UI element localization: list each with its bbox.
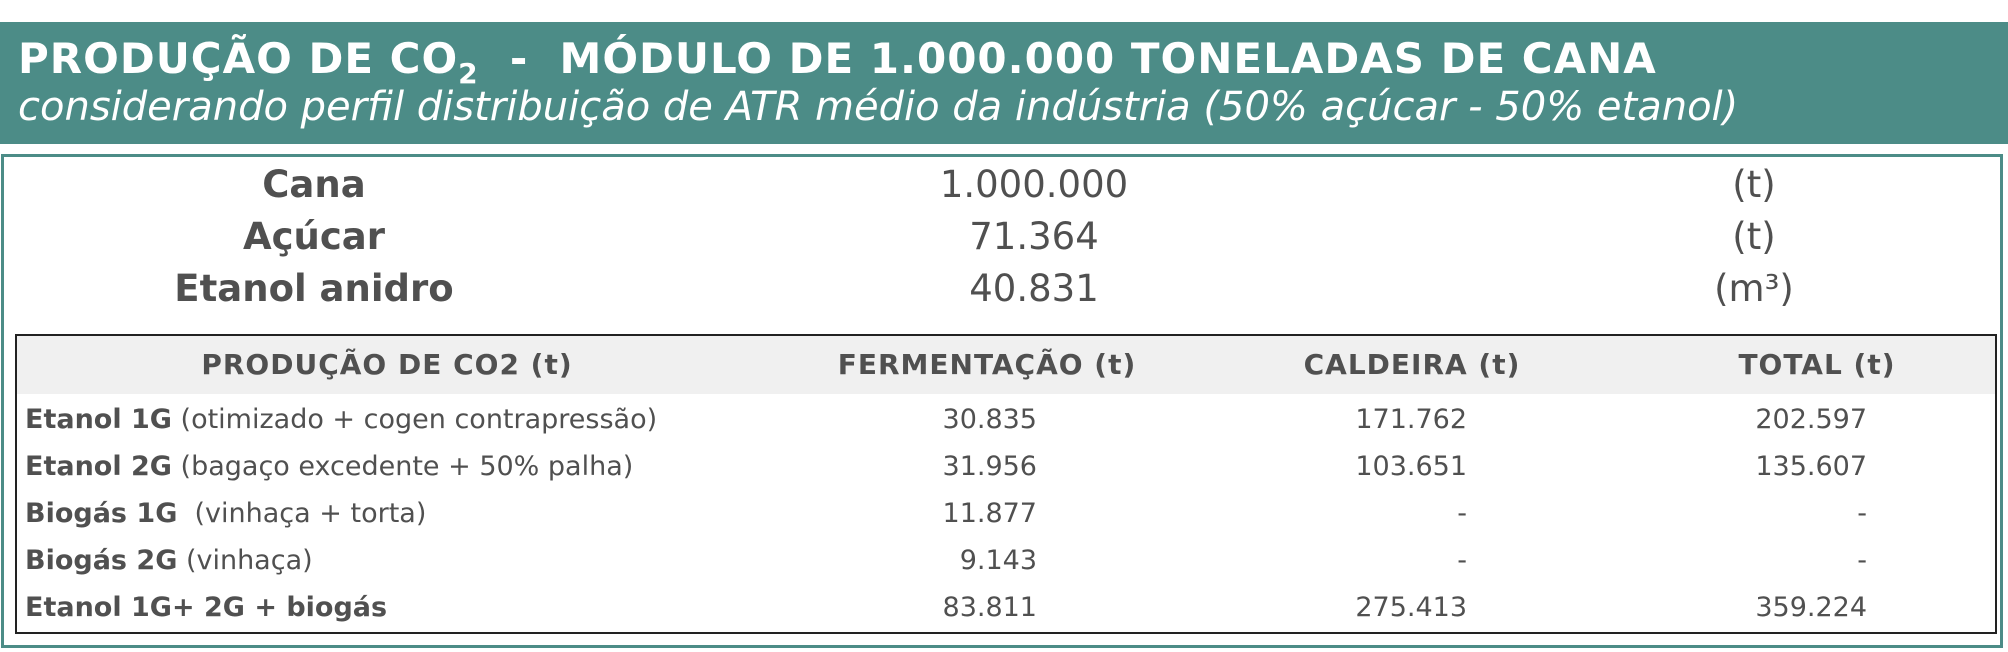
cell-fermentacao: 30.835 xyxy=(942,404,1037,435)
row-name: Etanol 1G (otimizado + cogen contrapress… xyxy=(25,404,657,435)
co2-table: PRODUÇÃO DE CO2 (t) FERMENTAÇÃO (t) CALD… xyxy=(15,334,1997,634)
summary-row-acucar: Açúcar 71.364 (t) xyxy=(4,215,2004,267)
cell-caldeira: 275.413 xyxy=(1355,592,1467,623)
row-name: Etanol 1G+ 2G + biogás xyxy=(25,592,387,623)
header-producao: PRODUÇÃO DE CO2 (t) xyxy=(201,348,573,381)
row-name-bold: Biogás 2G xyxy=(25,545,178,576)
summary-label: Etanol anidro xyxy=(174,267,454,310)
table-row: Etanol 2G (bagaço excedente + 50% palha)… xyxy=(17,445,1995,492)
summary-value: 40.831 xyxy=(969,267,1099,310)
cell-caldeira: 171.762 xyxy=(1355,404,1467,435)
header-total: TOTAL (t) xyxy=(1738,348,1896,381)
table-row-total: Etanol 1G+ 2G + biogás 83.811 275.413 35… xyxy=(17,586,1995,633)
row-name-bold: Etanol 2G xyxy=(25,451,172,482)
summary-unit: (t) xyxy=(1732,163,1776,206)
page-subtitle: considerando perfil distribuição de ATR … xyxy=(18,84,1739,130)
cell-fermentacao: 31.956 xyxy=(942,451,1037,482)
row-name: Etanol 2G (bagaço excedente + 50% palha) xyxy=(25,451,633,482)
content-panel: Cana 1.000.000 (t) Açúcar 71.364 (t) Eta… xyxy=(1,154,2003,648)
cell-caldeira: 103.651 xyxy=(1355,451,1467,482)
table-row: Etanol 1G (otimizado + cogen contrapress… xyxy=(17,398,1995,445)
row-name: Biogás 1G (vinhaça + torta) xyxy=(25,498,426,529)
cell-total: 135.607 xyxy=(1755,451,1867,482)
row-name-detail: (vinhaça + torta) xyxy=(177,498,427,529)
summary-row-etanol-anidro: Etanol anidro 40.831 (m³) xyxy=(4,267,2004,319)
row-name-bold: Etanol 1G+ 2G + biogás xyxy=(25,592,388,623)
table-row: Biogás 2G (vinhaça) 9.143 - - xyxy=(17,539,1995,586)
cell-caldeira: - xyxy=(1457,545,1467,576)
cell-total: 359.224 xyxy=(1755,592,1867,623)
row-name-detail: (vinhaça) xyxy=(177,545,313,576)
summary-row-cana: Cana 1.000.000 (t) xyxy=(4,163,2004,215)
summary-value: 1.000.000 xyxy=(939,163,1129,206)
summary-unit: (t) xyxy=(1732,215,1776,258)
cell-caldeira: - xyxy=(1457,498,1467,529)
summary-label: Cana xyxy=(262,163,366,206)
row-name-detail: (otimizado + cogen contrapressão) xyxy=(171,404,658,435)
title-main: PRODUÇÃO DE CO xyxy=(18,34,459,83)
header-fermentacao: FERMENTAÇÃO (t) xyxy=(837,348,1137,381)
title-banner: PRODUÇÃO DE CO2 - MÓDULO DE 1.000.000 TO… xyxy=(0,22,2008,144)
cell-fermentacao: 9.143 xyxy=(959,545,1037,576)
table-row: Biogás 1G (vinhaça + torta) 11.877 - - xyxy=(17,492,1995,539)
row-name: Biogás 2G (vinhaça) xyxy=(25,545,313,576)
cell-total: - xyxy=(1857,498,1867,529)
title-subscript: 2 xyxy=(458,57,479,90)
summary-label: Açúcar xyxy=(242,215,386,258)
cell-fermentacao: 83.811 xyxy=(942,592,1037,623)
summary-value: 71.364 xyxy=(969,215,1099,258)
row-name-bold: Etanol 1G xyxy=(25,404,172,435)
header-caldeira: CALDEIRA (t) xyxy=(1303,348,1521,381)
title-rest: - MÓDULO DE 1.000.000 TONELADAS DE CANA xyxy=(478,34,1657,83)
row-name-bold: Biogás 1G xyxy=(25,498,178,529)
row-name-detail: (bagaço excedente + 50% palha) xyxy=(171,451,634,482)
summary-unit: (m³) xyxy=(1714,267,1794,310)
cell-total: 202.597 xyxy=(1755,404,1867,435)
page-title: PRODUÇÃO DE CO2 - MÓDULO DE 1.000.000 TO… xyxy=(18,34,1657,90)
cell-total: - xyxy=(1857,545,1867,576)
cell-fermentacao: 11.877 xyxy=(942,498,1037,529)
table-header: PRODUÇÃO DE CO2 (t) FERMENTAÇÃO (t) CALD… xyxy=(17,336,1995,394)
